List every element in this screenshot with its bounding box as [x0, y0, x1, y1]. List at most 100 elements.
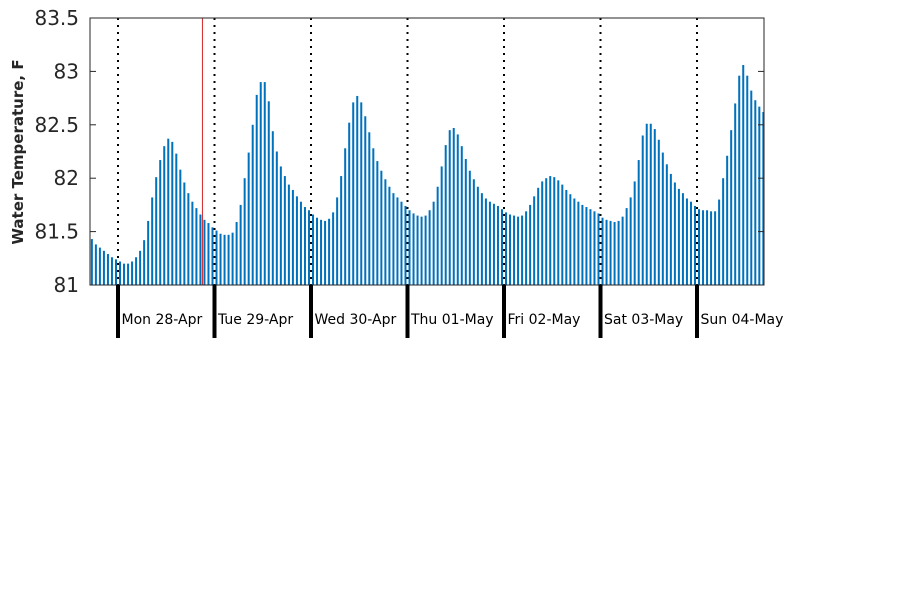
- bar: [167, 138, 170, 285]
- bar: [352, 102, 355, 285]
- bar: [488, 201, 491, 285]
- bar: [110, 257, 113, 285]
- y-axis-title: Water Temperature, F: [9, 59, 27, 244]
- bar: [492, 203, 495, 285]
- bar: [597, 213, 600, 285]
- bar: [368, 132, 371, 285]
- bar: [299, 201, 302, 285]
- bar: [496, 205, 499, 285]
- bar: [247, 152, 250, 285]
- bar: [645, 123, 648, 286]
- bar: [742, 64, 745, 285]
- bar: [416, 215, 419, 285]
- bar: [340, 176, 343, 285]
- bar: [127, 263, 130, 285]
- day-label: Thu 01-May: [410, 312, 494, 328]
- bar: [119, 261, 122, 285]
- bar: [90, 239, 93, 285]
- bar: [380, 170, 383, 285]
- bar: [267, 101, 270, 285]
- bar: [609, 220, 612, 285]
- bar: [279, 166, 282, 285]
- bar: [424, 215, 427, 285]
- bar: [726, 155, 729, 285]
- bar: [553, 177, 556, 285]
- bar: [750, 90, 753, 286]
- bar: [589, 209, 592, 285]
- bar: [360, 102, 363, 285]
- bar: [436, 186, 439, 285]
- day-axis-labels: Mon 28-Apr Tue 29-Apr Wed 30-Apr Thu 01-May…: [122, 312, 784, 328]
- bar: [633, 181, 636, 285]
- bar: [203, 219, 206, 285]
- bar: [271, 131, 274, 285]
- bar: [517, 216, 520, 285]
- bar: [653, 129, 656, 285]
- bar: [211, 227, 214, 285]
- bar: [762, 111, 764, 285]
- bar: [541, 181, 544, 285]
- bar: [336, 197, 339, 285]
- bar: [464, 158, 467, 285]
- bar: [569, 194, 572, 285]
- bar: [734, 103, 737, 285]
- bar: [231, 232, 234, 285]
- bar: [307, 210, 310, 285]
- bar: [456, 134, 459, 285]
- bar: [404, 205, 407, 285]
- bar: [637, 160, 640, 285]
- bar: [754, 100, 757, 286]
- bar: [746, 75, 749, 285]
- bar: [94, 244, 97, 285]
- day-label: Sun 04-May: [701, 312, 784, 328]
- bar: [316, 217, 319, 285]
- bar: [681, 193, 684, 285]
- bar: [585, 207, 588, 285]
- bar: [561, 184, 564, 285]
- bar: [714, 211, 717, 285]
- bar: [159, 160, 162, 285]
- bar: [432, 201, 435, 285]
- bar: [689, 201, 692, 285]
- bar: [529, 204, 532, 285]
- bar: [758, 106, 761, 285]
- bar: [106, 254, 109, 285]
- bar: [388, 186, 391, 285]
- bar: [396, 197, 399, 285]
- bar: [183, 182, 186, 285]
- bar: [677, 188, 680, 285]
- bar: [545, 178, 548, 285]
- bar: [151, 197, 154, 285]
- bar: [195, 208, 198, 285]
- bar: [348, 122, 351, 285]
- day-axis-ticks: [116, 285, 699, 338]
- y-tick-label: 83.5: [34, 6, 79, 30]
- bar: [123, 263, 126, 285]
- bar: [344, 148, 347, 285]
- bar: [235, 221, 238, 285]
- day-label: Fri 02-May: [508, 312, 581, 328]
- bar: [472, 179, 475, 285]
- bar: [500, 209, 503, 285]
- bar: [191, 201, 194, 285]
- bar: [537, 187, 540, 285]
- bar: [139, 250, 142, 285]
- bar: [448, 130, 451, 285]
- bar: [283, 176, 286, 285]
- bar: [673, 182, 676, 285]
- bar: [665, 164, 668, 285]
- bar: [223, 234, 226, 285]
- bar: [738, 75, 741, 285]
- bar: [685, 198, 688, 285]
- bar: [573, 198, 576, 285]
- bar: [143, 240, 146, 285]
- bar: [428, 210, 431, 285]
- bar: [581, 204, 584, 285]
- bar: [577, 201, 580, 285]
- bar: [698, 209, 701, 285]
- bar: [179, 169, 182, 285]
- bar: [444, 145, 447, 285]
- bar: [135, 257, 138, 285]
- bar: [291, 189, 294, 285]
